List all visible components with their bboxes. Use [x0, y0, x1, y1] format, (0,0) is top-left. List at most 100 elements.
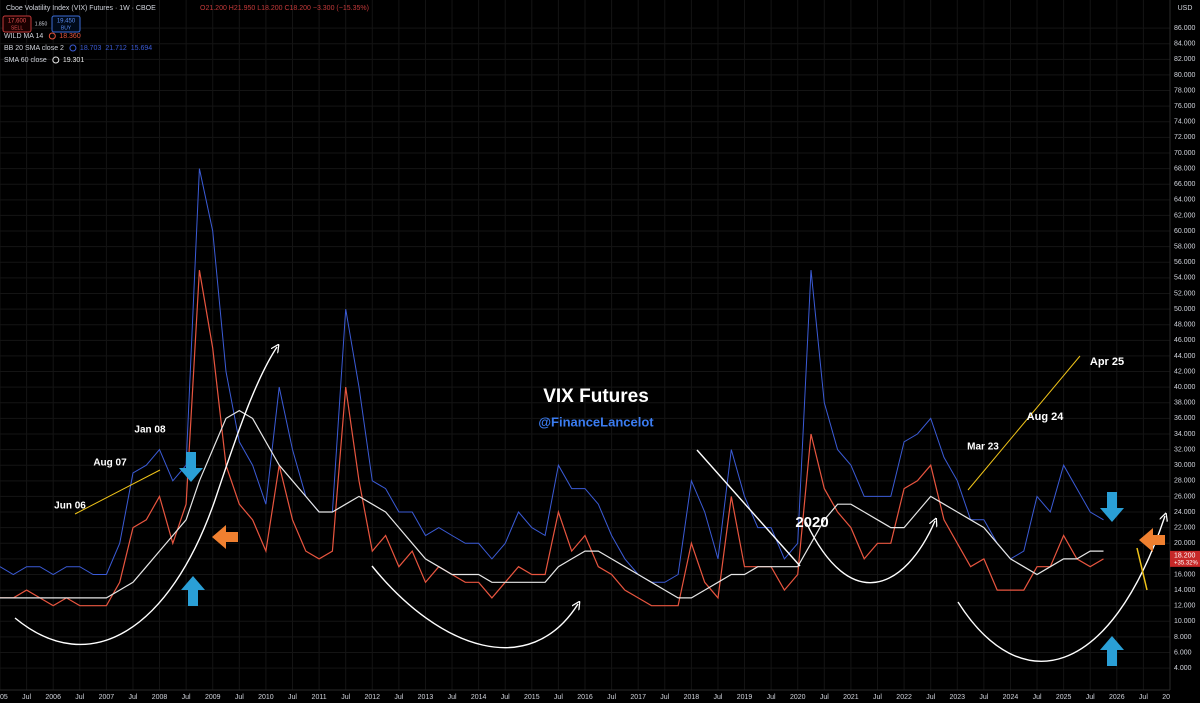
legend-name: WILD MA 14 — [4, 33, 43, 40]
x-tick-label: 2006 — [45, 694, 61, 701]
legend-value: 18.703 — [80, 45, 102, 52]
y-tick-label: 36.000 — [1174, 415, 1196, 422]
y-tick-label: 40.000 — [1174, 384, 1196, 391]
trend-line — [967, 355, 1081, 491]
annotation: Apr 25 — [1090, 356, 1124, 368]
x-tick-label: Jul — [341, 694, 350, 701]
y-tick-label: 62.000 — [1174, 212, 1196, 219]
x-tick-label: 2008 — [152, 694, 168, 701]
y-tick-label: 72.000 — [1174, 134, 1196, 141]
buy-button[interactable] — [51, 15, 81, 33]
y-tick-label: 64.000 — [1174, 197, 1196, 204]
x-tick-label: 2007 — [99, 694, 115, 701]
legend-value: 19.301 — [63, 57, 85, 64]
series-line — [0, 409, 1104, 599]
x-tick-label: Jul — [767, 694, 776, 701]
y-tick-label: 32.000 — [1174, 446, 1196, 453]
x-tick-label: 2016 — [577, 694, 593, 701]
annotation: Jun 06 — [54, 501, 86, 512]
up-arrow — [1100, 636, 1124, 666]
buy-price: 19.450 — [57, 19, 76, 25]
x-tick-label: 2025 — [1056, 694, 1072, 701]
arc — [957, 516, 1165, 662]
sell-price: 17.600 — [8, 19, 27, 25]
x-tick-label: 2024 — [1003, 694, 1019, 701]
annotation: 2020 — [795, 514, 828, 531]
x-tick-label: 2018 — [684, 694, 700, 701]
y-tick-label: 20.000 — [1174, 540, 1196, 547]
x-tick-label: Jul — [1086, 694, 1095, 701]
y-tick-label: 38.000 — [1174, 400, 1196, 407]
legend-name: SMA 60 close — [4, 57, 47, 64]
up-arrow — [181, 576, 205, 606]
y-tick-label: 28.000 — [1174, 478, 1196, 485]
header-title: Cboe Volatility Index (VIX) Futures · 1W… — [6, 5, 156, 12]
annotation: Mar 23 — [967, 442, 999, 453]
y-tick-label: 58.000 — [1174, 243, 1196, 250]
y-tick-label: 50.000 — [1174, 306, 1196, 313]
x-tick-label: 2015 — [524, 694, 540, 701]
series-line — [0, 269, 1104, 607]
y-tick-label: 44.000 — [1174, 353, 1196, 360]
x-tick-label: 2009 — [205, 694, 221, 701]
annotation: Aug 07 — [93, 458, 127, 469]
chart-subtitle: @FinanceLancelot — [538, 414, 654, 429]
trend-line — [1136, 547, 1148, 591]
x-tick-label: 2017 — [630, 694, 646, 701]
chart-title: VIX Futures — [543, 386, 649, 407]
y-tick-label: 68.000 — [1174, 165, 1196, 172]
x-tick-label: Jul — [128, 694, 137, 701]
x-tick-label: 2011 — [312, 694, 327, 701]
y-tick-label: 8.000 — [1174, 634, 1192, 641]
ohlc: O21.200 H21.950 L18.200 C18.200 −3.300 (… — [200, 5, 369, 12]
x-tick-label: Jul — [660, 694, 669, 701]
x-tick-label: Jul — [926, 694, 935, 701]
sell-button[interactable] — [2, 15, 32, 33]
x-tick-label: Jul — [501, 694, 510, 701]
trend-line — [74, 469, 161, 515]
series-line — [0, 168, 1104, 583]
y-tick-label: 74.000 — [1174, 119, 1196, 126]
left-arrow — [1139, 528, 1165, 552]
y-tick-label: 22.000 — [1174, 524, 1196, 531]
y-tick-label: 82.000 — [1174, 56, 1196, 63]
y-tick-label: 12.000 — [1174, 603, 1196, 610]
x-tick-label: 2005 — [0, 694, 8, 701]
x-tick-label: 2023 — [949, 694, 965, 701]
y-tick-label: 80.000 — [1174, 72, 1196, 79]
y-tick-label: 78.000 — [1174, 87, 1196, 94]
x-tick-label: Jul — [873, 694, 882, 701]
y-tick-label: 6.000 — [1174, 649, 1192, 656]
x-tick-label: Jul — [288, 694, 297, 701]
price-tag-change: +35.32% — [1174, 560, 1199, 566]
trend-line — [696, 449, 801, 567]
arc — [805, 521, 935, 584]
x-tick-label: Jul — [820, 694, 829, 701]
x-tick-label: 2012 — [364, 694, 380, 701]
x-axis: 2005 Jul 2006 Jul 2007 Jul 2008 Jul 2009 Jul 2010 J… — [0, 694, 1170, 701]
y-tick-label: 84.000 — [1174, 41, 1196, 48]
x-tick-label: Jul — [607, 694, 616, 701]
sell-label: SELL — [11, 25, 23, 31]
y-tick-label: 60.000 — [1174, 228, 1196, 235]
drawings — [14, 347, 1165, 662]
x-tick-label: 2014 — [471, 694, 487, 701]
y-tick-label: 30.000 — [1174, 462, 1196, 469]
y-tick-label: 34.000 — [1174, 431, 1196, 438]
annotation: Jan 08 — [134, 425, 166, 436]
legend-swatch — [52, 56, 60, 64]
y-tick-label: 86.000 — [1174, 25, 1196, 32]
x-tick-label: Jul — [448, 694, 457, 701]
x-tick-label: 2010 — [258, 694, 274, 701]
x-tick-label: 2019 — [737, 694, 753, 701]
price-tag-value: 18.200 — [1174, 553, 1196, 560]
down-arrow — [1100, 492, 1124, 522]
y-tick-label: 10.000 — [1174, 618, 1196, 625]
y-tick-label: 52.000 — [1174, 290, 1196, 297]
arc — [371, 565, 578, 649]
legend-swatch — [48, 32, 56, 40]
y-tick-label: 76.000 — [1174, 103, 1196, 110]
y-tick-label: 4.000 — [1174, 665, 1192, 672]
y-tick-label: 66.000 — [1174, 181, 1196, 188]
